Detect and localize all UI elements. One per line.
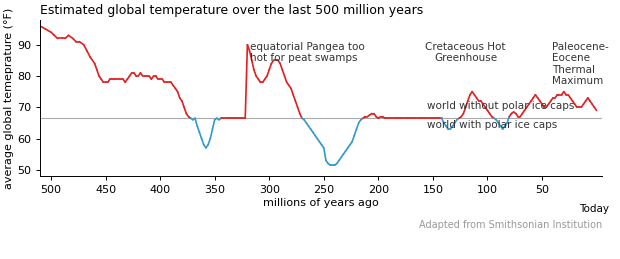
Text: Paleocene-
Eocene
Thermal
Maximum: Paleocene- Eocene Thermal Maximum: [552, 42, 609, 87]
Y-axis label: average global temeprature (°F): average global temeprature (°F): [4, 7, 14, 189]
Text: Cretaceous Hot
Greenhouse: Cretaceous Hot Greenhouse: [425, 42, 506, 63]
Text: Adapted from Smithsonian Institution: Adapted from Smithsonian Institution: [418, 220, 602, 230]
Text: world with polar ice caps: world with polar ice caps: [427, 120, 557, 130]
Text: equatorial Pangea too
hot for peat swamps: equatorial Pangea too hot for peat swamp…: [250, 42, 365, 63]
Text: Estimated global temperature over the last 500 million years: Estimated global temperature over the la…: [40, 4, 423, 17]
X-axis label: millions of years ago: millions of years ago: [263, 198, 379, 208]
Text: Today: Today: [579, 204, 609, 214]
Text: world without polar ice caps: world without polar ice caps: [427, 101, 575, 111]
